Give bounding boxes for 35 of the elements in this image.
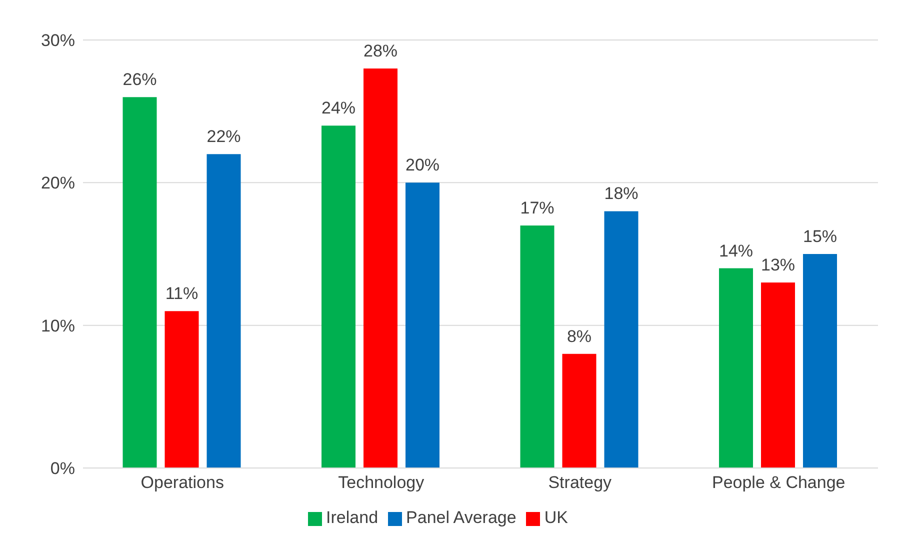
data-label: 28% [363,42,398,61]
data-label: 20% [405,156,440,175]
x-tick-label: Technology [338,473,425,492]
bar [562,354,596,468]
data-label: 8% [566,326,592,346]
bar [761,282,795,468]
bar [604,211,638,468]
legend-label: Ireland [326,508,378,527]
y-tick-label: 10% [40,316,75,336]
legend-label: UK [544,508,568,527]
x-tick-label: Strategy [548,473,612,492]
bar [520,225,554,468]
bar [406,182,440,468]
bar [206,154,241,468]
data-label: 18% [604,184,638,204]
data-label: 22% [206,127,241,146]
bar [122,97,157,468]
x-tick-label: Operations [140,473,224,492]
data-label: 17% [520,198,554,218]
bar [719,268,753,468]
x-tick-label: People & Change [712,473,846,492]
y-tick-label: 0% [50,459,75,478]
bar [364,68,398,468]
data-label: 11% [165,284,198,304]
bar [803,254,837,468]
data-label: 14% [718,241,754,260]
legend-label: Panel Average [406,508,516,527]
data-label: 15% [802,227,838,246]
data-label: 26% [122,70,157,90]
bar [164,311,199,468]
bar [322,126,356,468]
data-label: 24% [321,98,356,118]
data-label: 13% [760,256,796,275]
y-tick-label: 20% [40,174,75,193]
y-tick-label: 30% [40,31,75,50]
